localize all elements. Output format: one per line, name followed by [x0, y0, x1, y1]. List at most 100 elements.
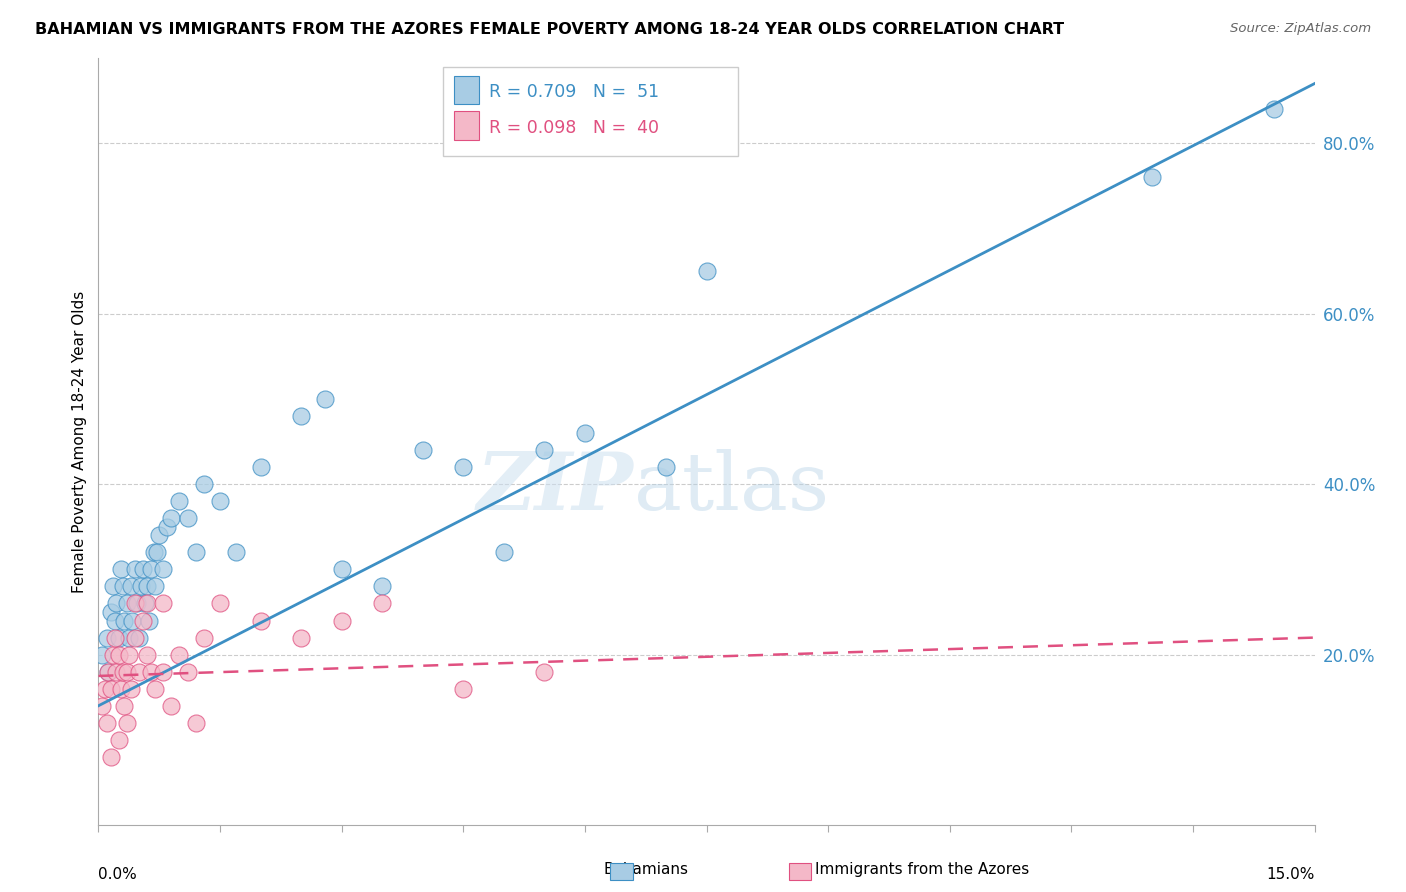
Point: [120, 579, 142, 593]
Point: [104, 631, 127, 645]
Point: [1142, 170, 1164, 185]
Point: [107, 631, 129, 645]
Point: [330, 562, 353, 576]
Point: [209, 597, 232, 611]
Point: [696, 264, 718, 278]
Point: [1263, 102, 1285, 116]
Point: [100, 750, 122, 764]
Point: [132, 614, 155, 628]
Point: [492, 545, 515, 559]
Point: [121, 614, 143, 628]
Point: [94, 681, 117, 696]
Point: [142, 545, 165, 559]
Point: [136, 597, 159, 611]
Point: [184, 715, 207, 730]
Point: [124, 597, 146, 611]
Point: [152, 665, 174, 679]
Point: [132, 562, 155, 576]
Point: [105, 665, 128, 679]
Text: R = 0.098   N =  40: R = 0.098 N = 40: [489, 119, 659, 136]
Point: [209, 494, 232, 508]
Point: [176, 665, 198, 679]
Point: [249, 460, 271, 475]
Point: [104, 614, 127, 628]
Point: [533, 443, 555, 458]
Y-axis label: Female Poverty Among 18-24 Year Olds: Female Poverty Among 18-24 Year Olds: [72, 291, 87, 592]
Point: [107, 648, 129, 662]
Text: BAHAMIAN VS IMMIGRANTS FROM THE AZORES FEMALE POVERTY AMONG 18-24 YEAR OLDS CORR: BAHAMIAN VS IMMIGRANTS FROM THE AZORES F…: [35, 22, 1064, 37]
Point: [169, 494, 191, 508]
Point: [176, 511, 198, 525]
Point: [124, 562, 146, 576]
Point: [371, 579, 394, 593]
Point: [91, 648, 114, 662]
Point: [146, 545, 169, 559]
Point: [148, 528, 170, 542]
Point: [136, 648, 159, 662]
Point: [129, 579, 152, 593]
Point: [112, 614, 135, 628]
Point: [143, 681, 166, 696]
Point: [110, 562, 132, 576]
Point: [138, 614, 160, 628]
Point: [91, 698, 114, 713]
Point: [655, 460, 678, 475]
Point: [115, 665, 138, 679]
Point: [184, 545, 207, 559]
Point: [107, 732, 129, 747]
Point: [128, 665, 150, 679]
Text: ZIP: ZIP: [477, 449, 634, 526]
Point: [193, 477, 215, 491]
Point: [330, 614, 353, 628]
Point: [314, 392, 336, 406]
Point: [533, 665, 555, 679]
Point: [111, 665, 134, 679]
Point: [139, 665, 162, 679]
Text: 15.0%: 15.0%: [1267, 867, 1315, 882]
Text: atlas: atlas: [634, 449, 828, 526]
Point: [152, 562, 174, 576]
Point: [128, 631, 150, 645]
Point: [101, 648, 124, 662]
Point: [574, 425, 596, 440]
Point: [143, 579, 166, 593]
Point: [156, 520, 179, 534]
Point: [115, 597, 138, 611]
Point: [134, 597, 156, 611]
Point: [96, 715, 118, 730]
Point: [139, 562, 162, 576]
Point: [100, 681, 122, 696]
Point: [136, 579, 159, 593]
Point: [225, 545, 247, 559]
Point: [127, 597, 149, 611]
Text: Bahamians: Bahamians: [605, 863, 689, 877]
Text: 0.0%: 0.0%: [98, 867, 138, 882]
Text: Source: ZipAtlas.com: Source: ZipAtlas.com: [1230, 22, 1371, 36]
Point: [111, 579, 134, 593]
Text: Immigrants from the Azores: Immigrants from the Azores: [815, 863, 1029, 877]
Text: R = 0.709   N =  51: R = 0.709 N = 51: [489, 83, 659, 101]
Point: [249, 614, 271, 628]
Point: [118, 648, 141, 662]
Point: [120, 681, 142, 696]
Point: [118, 631, 141, 645]
Point: [105, 597, 128, 611]
Point: [97, 665, 120, 679]
Point: [124, 631, 146, 645]
Point: [412, 443, 434, 458]
Point: [371, 597, 394, 611]
Point: [290, 631, 312, 645]
Point: [453, 460, 475, 475]
Point: [97, 665, 120, 679]
Point: [96, 631, 118, 645]
Point: [115, 715, 138, 730]
Point: [290, 409, 312, 423]
Point: [160, 698, 183, 713]
Point: [193, 631, 215, 645]
Point: [169, 648, 191, 662]
Point: [453, 681, 475, 696]
Point: [112, 698, 135, 713]
Point: [101, 579, 124, 593]
Point: [110, 681, 132, 696]
Point: [100, 605, 122, 619]
